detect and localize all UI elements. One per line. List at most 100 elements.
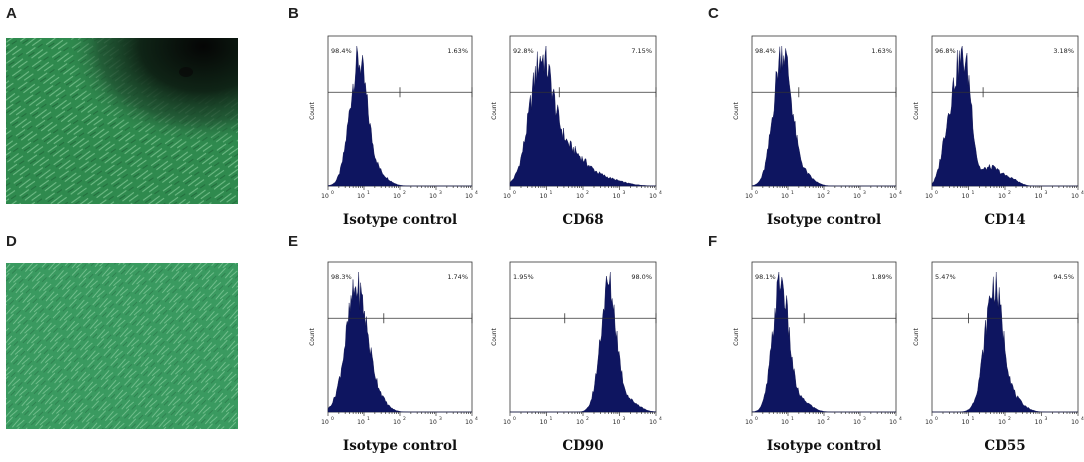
x-tick-label: 10 xyxy=(321,193,329,200)
histogram-caption: Isotype control xyxy=(767,212,881,228)
histogram-series xyxy=(327,45,472,187)
x-tick-exponent: 1 xyxy=(367,416,370,422)
x-tick-label: 10 xyxy=(853,193,861,200)
x-tick-exponent: 1 xyxy=(550,416,553,422)
left-percentage: 92.8% xyxy=(513,47,534,55)
x-tick-exponent: 1 xyxy=(972,190,975,196)
histogram-caption: CD90 xyxy=(562,438,603,454)
x-tick-exponent: 3 xyxy=(863,190,866,196)
x-tick-label: 10 xyxy=(998,419,1006,426)
histogram-caption: Isotype control xyxy=(767,438,881,454)
x-tick-label: 10 xyxy=(889,419,897,426)
x-tick-exponent: 0 xyxy=(755,190,758,196)
x-tick-label: 10 xyxy=(962,419,970,426)
x-tick-exponent: 3 xyxy=(439,416,442,422)
x-tick-label: 10 xyxy=(745,419,753,426)
histogram-series xyxy=(509,45,657,187)
histogram-series xyxy=(931,45,1078,187)
x-tick-label: 10 xyxy=(998,193,1006,200)
left-percentage: 98.1% xyxy=(755,273,776,281)
left-percentage: 98.3% xyxy=(331,273,352,281)
x-tick-label: 10 xyxy=(853,419,861,426)
plot-frame xyxy=(509,261,657,413)
x-tick-label: 10 xyxy=(745,193,753,200)
x-tick-label: 10 xyxy=(540,193,548,200)
right-percentage: 7.15% xyxy=(631,47,652,55)
x-tick-exponent: 2 xyxy=(827,416,830,422)
x-tick-exponent: 4 xyxy=(1081,416,1084,422)
right-percentage: 3.18% xyxy=(1053,47,1074,55)
x-tick-label: 10 xyxy=(465,193,473,200)
x-tick-label: 10 xyxy=(613,419,621,426)
panel-label-e: E xyxy=(288,233,298,250)
right-percentage: 98.0% xyxy=(631,273,652,281)
right-percentage: 94.5% xyxy=(1053,273,1074,281)
x-tick-exponent: 0 xyxy=(513,416,516,422)
x-tick-label: 10 xyxy=(503,419,511,426)
x-tick-exponent: 3 xyxy=(863,416,866,422)
micrograph-d xyxy=(6,263,238,429)
x-tick-label: 10 xyxy=(1035,419,1043,426)
x-tick-exponent: 0 xyxy=(513,190,516,196)
x-tick-label: 10 xyxy=(817,419,825,426)
x-tick-exponent: 2 xyxy=(827,190,830,196)
y-axis-label: Count xyxy=(491,327,498,345)
panel-label-b: B xyxy=(288,5,299,22)
x-tick-exponent: 1 xyxy=(550,190,553,196)
left-percentage: 98.4% xyxy=(755,47,776,55)
x-tick-exponent: 1 xyxy=(972,416,975,422)
x-tick-label: 10 xyxy=(649,193,657,200)
histogram-series xyxy=(932,271,1078,413)
x-tick-label: 10 xyxy=(613,193,621,200)
x-tick-exponent: 4 xyxy=(475,190,478,196)
x-tick-exponent: 2 xyxy=(586,416,589,422)
histogram-series xyxy=(510,271,657,413)
histogram-series xyxy=(751,45,896,187)
left-percentage: 96.8% xyxy=(935,47,956,55)
x-tick-exponent: 0 xyxy=(755,416,758,422)
x-tick-exponent: 3 xyxy=(1045,416,1048,422)
y-axis-label: Count xyxy=(733,327,740,345)
x-tick-label: 10 xyxy=(393,419,401,426)
histogram-caption: Isotype control xyxy=(343,212,457,228)
x-tick-label: 10 xyxy=(429,193,437,200)
panel-label-c: C xyxy=(708,5,719,22)
x-tick-label: 10 xyxy=(817,193,825,200)
x-tick-label: 10 xyxy=(1071,193,1079,200)
x-tick-label: 10 xyxy=(357,193,365,200)
x-tick-exponent: 3 xyxy=(439,190,442,196)
x-tick-label: 10 xyxy=(925,419,933,426)
x-tick-label: 10 xyxy=(781,193,789,200)
x-tick-label: 10 xyxy=(540,419,548,426)
panel-label-d: D xyxy=(6,233,17,250)
x-tick-label: 10 xyxy=(962,193,970,200)
x-tick-exponent: 4 xyxy=(1081,190,1084,196)
x-tick-label: 10 xyxy=(503,193,511,200)
x-tick-exponent: 0 xyxy=(331,190,334,196)
x-tick-exponent: 1 xyxy=(791,190,794,196)
x-tick-exponent: 4 xyxy=(899,416,902,422)
right-percentage: 1.74% xyxy=(447,273,468,281)
x-tick-exponent: 1 xyxy=(791,416,794,422)
histogram-series xyxy=(751,271,896,413)
x-tick-exponent: 0 xyxy=(331,416,334,422)
x-tick-exponent: 4 xyxy=(899,190,902,196)
right-percentage: 1.63% xyxy=(871,47,892,55)
x-tick-label: 10 xyxy=(429,419,437,426)
left-percentage: 5.47% xyxy=(935,273,956,281)
panel-label-f: F xyxy=(708,233,717,250)
x-tick-exponent: 4 xyxy=(659,416,662,422)
x-tick-label: 10 xyxy=(393,193,401,200)
histogram-caption: CD55 xyxy=(984,438,1025,454)
x-tick-label: 10 xyxy=(889,193,897,200)
x-tick-label: 10 xyxy=(1071,419,1079,426)
histogram-caption: Isotype control xyxy=(343,438,457,454)
x-tick-label: 10 xyxy=(465,419,473,426)
y-axis-label: Count xyxy=(733,101,740,119)
